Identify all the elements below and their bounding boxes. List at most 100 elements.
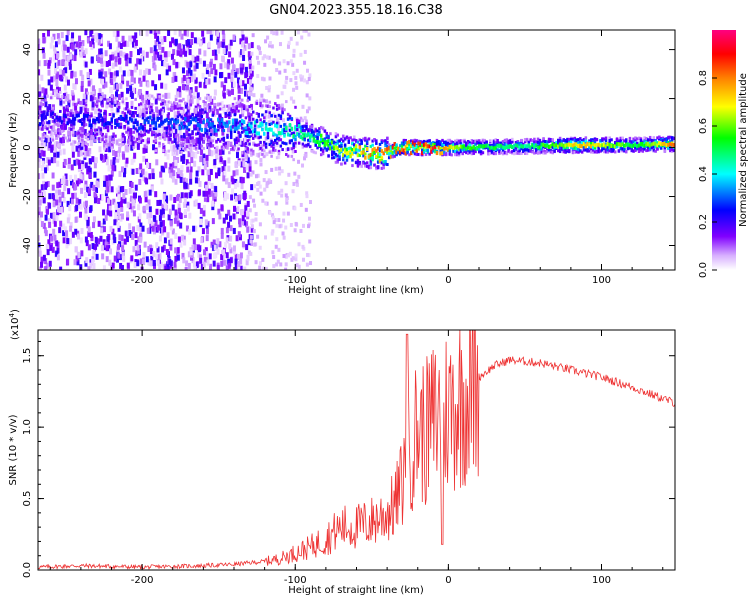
spectrogram-band-cell <box>237 139 240 143</box>
spectrogram-speckle <box>205 112 209 119</box>
spectrogram-speckle <box>164 162 168 169</box>
spectrogram-speckle <box>136 244 140 251</box>
spectrogram-speckle <box>55 79 59 86</box>
spectrogram-band-cell <box>358 162 362 166</box>
spectrogram-band-cell <box>503 138 507 142</box>
spectrogram-speckle <box>178 212 182 219</box>
spectrogram-band-cell <box>413 140 417 144</box>
spectrogram-speckle <box>244 137 248 144</box>
spectrogram-band-cell <box>261 148 264 152</box>
spectrogram-speckle <box>184 102 188 109</box>
spectrogram-speckle <box>82 50 86 57</box>
spectrogram-speckle <box>174 247 178 254</box>
spectrogram-band-cell <box>82 117 86 121</box>
spectrogram-band-cell <box>253 130 257 134</box>
spectrogram-band-cell <box>84 103 88 107</box>
spectrogram-band-cell <box>145 145 148 149</box>
spectrogram-speckle <box>255 55 259 60</box>
spectrogram-ridge-cell <box>279 131 283 136</box>
spectrogram-band-cell <box>268 100 272 104</box>
spectrogram-ridge-cell <box>389 154 393 159</box>
spectrogram-band-cell <box>59 90 62 94</box>
spectrogram-speckle <box>223 62 227 69</box>
spectrogram-speckle <box>187 151 191 158</box>
spectrogram-band-cell <box>555 141 558 145</box>
spectrogram-speckle <box>159 54 163 61</box>
spectrogram-band-cell <box>292 131 295 135</box>
spectrogram-ridge-cell <box>518 145 521 150</box>
spectrogram-ridge-cell <box>658 141 661 146</box>
spectrogram-band-cell <box>371 151 374 155</box>
spectrogram-speckle <box>163 51 167 58</box>
spectrogram-band-cell <box>472 140 475 144</box>
spectrogram-speckle <box>136 58 140 65</box>
spectrogram-band-cell <box>288 139 292 143</box>
spectrogram-band-cell <box>529 148 532 152</box>
spectrogram-speckle <box>147 102 151 109</box>
spectrogram-band-cell <box>577 148 580 152</box>
spectrogram-band-cell <box>275 156 279 160</box>
spectrogram-band-cell <box>544 140 547 144</box>
spectrogram-band-cell <box>99 96 102 100</box>
spectrogram-ridge-cell <box>509 144 512 149</box>
spectrogram-band-cell <box>577 150 580 154</box>
spectrogram-speckle <box>122 51 126 58</box>
spectrogram-band-cell <box>557 149 560 153</box>
spectrogram-band-cell <box>654 149 657 153</box>
spectrogram-band-cell <box>404 141 407 145</box>
spectrogram-band-cell <box>86 91 90 95</box>
spectrogram-speckle <box>159 209 163 216</box>
spectrogram-ridge-cell <box>224 123 227 128</box>
spectrogram-speckle <box>133 192 137 199</box>
spectrogram-ridge-cell <box>314 139 317 144</box>
spectrogram-band-cell <box>224 141 227 145</box>
spectrogram-speckle <box>80 228 84 235</box>
spectrogram-speckle <box>279 262 283 267</box>
spectrogram-speckle <box>184 60 188 67</box>
spectrogram-speckle <box>100 99 104 106</box>
spectrogram-speckle <box>230 76 234 83</box>
spectrogram-band-cell <box>90 131 93 135</box>
spectrogram-speckle <box>271 149 275 154</box>
spectrogram-band-cell <box>369 162 373 166</box>
spectrogram-speckle <box>241 110 245 117</box>
spectrogram-speckle <box>138 69 142 76</box>
spectrogram-band-cell <box>648 138 652 142</box>
spectrogram-band-cell <box>152 127 156 131</box>
spectrogram-band-cell <box>402 142 406 146</box>
spectrogram-speckle <box>299 228 303 233</box>
spectrogram-band-cell <box>549 138 553 142</box>
spectrogram-band-cell <box>70 142 73 146</box>
spectrogram-ridge-cell <box>354 144 358 149</box>
spectrogram-speckle <box>120 205 124 212</box>
spectrogram-band-cell <box>79 111 82 115</box>
spectrogram-band-cell <box>424 153 428 157</box>
spectrogram-band-cell <box>60 126 64 130</box>
spectrogram-band-cell <box>266 131 270 135</box>
spectrogram-speckle <box>81 174 85 181</box>
spectrogram-ridge-cell <box>68 118 71 123</box>
spectrogram-speckle <box>293 206 297 211</box>
spectrogram-speckle <box>46 180 50 187</box>
spectrogram-speckle <box>120 91 124 98</box>
spectrogram-speckle <box>151 173 155 180</box>
spectrogram-ridge-cell <box>178 126 181 131</box>
spectrogram-speckle <box>178 86 182 93</box>
spectrogram-band-cell <box>222 136 226 140</box>
spectrogram-speckle <box>89 158 93 165</box>
spectrogram-band-cell <box>161 142 165 146</box>
spectrogram-ridge-cell <box>136 122 139 127</box>
spectrogram-speckle <box>155 126 159 133</box>
spectrogram-speckle <box>89 259 93 266</box>
spectrogram-band-cell <box>318 133 321 137</box>
spectrogram-speckle <box>167 50 171 57</box>
spectrogram-speckle <box>71 123 75 130</box>
spectrogram-band-cell <box>167 100 170 104</box>
spectrogram-band-cell <box>53 113 57 117</box>
spectrogram-band-cell <box>211 139 215 143</box>
spectrogram-speckle <box>119 43 123 50</box>
spectrogram-band-cell <box>573 146 577 150</box>
spectrogram-band-cell <box>81 138 84 142</box>
spectrogram-band-cell <box>237 147 240 151</box>
spectrogram-ridge-cell <box>156 117 159 122</box>
